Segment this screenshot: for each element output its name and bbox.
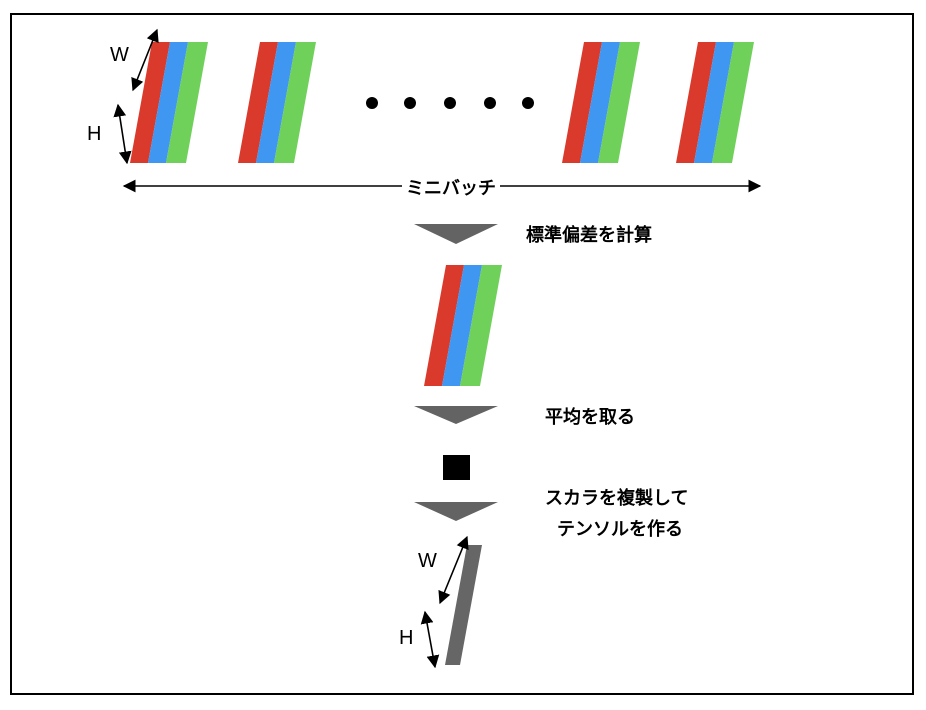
green-channel (274, 42, 316, 163)
height-label-output: H (399, 627, 414, 649)
blue-channel (256, 42, 296, 163)
green-channel (712, 42, 754, 163)
width-arrow-input (131, 28, 159, 92)
width-label-input: W (110, 44, 129, 66)
step-replicate-label-line1: スカラを複製して (545, 488, 689, 509)
blue-channel (148, 42, 188, 163)
input-tensor-stack-4 (676, 42, 754, 163)
blue-channel (580, 42, 620, 163)
red-channel (424, 265, 464, 386)
input-tensor-stack-3 (562, 42, 640, 163)
green-channel (460, 265, 502, 386)
width-label-output: W (418, 550, 437, 572)
red-channel (238, 42, 278, 163)
ellipsis-dots (366, 97, 534, 109)
red-channel (562, 42, 602, 163)
step-mean-label: 平均を取る (545, 407, 635, 428)
input-tensor-stack-1 (130, 42, 208, 163)
blue-channel (694, 42, 734, 163)
height-arrow-input (113, 103, 132, 165)
input-tensor-stack-2 (238, 42, 316, 163)
step-replicate-label-line2: テンソルを作る (557, 519, 683, 540)
blue-channel (442, 265, 482, 386)
diagram-border (10, 13, 914, 695)
green-channel (166, 42, 208, 163)
green-channel (598, 42, 640, 163)
scalar-square (443, 455, 470, 480)
std-tensor-stack (424, 265, 502, 386)
down-arrow-std (414, 224, 498, 244)
width-arrow-output (438, 535, 469, 605)
height-label-input: H (87, 123, 102, 145)
output-tensor-plane (445, 545, 482, 665)
step-std-label: 標準偏差を計算 (526, 225, 652, 246)
height-arrow-output (420, 610, 440, 669)
minibatch-label: ミニバッチ (402, 174, 500, 200)
down-arrow-mean (414, 406, 498, 424)
red-channel (676, 42, 716, 163)
down-arrow-replicate (414, 502, 498, 521)
red-channel (130, 42, 170, 163)
